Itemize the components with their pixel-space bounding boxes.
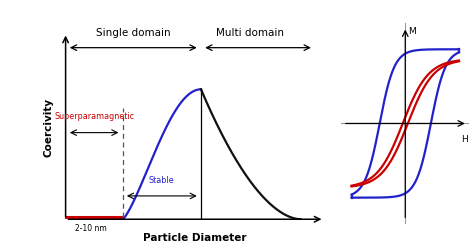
Text: Coercivity: Coercivity (43, 98, 54, 157)
Text: Multi domain: Multi domain (216, 28, 284, 38)
Text: Stable: Stable (148, 176, 174, 185)
Text: Single domain: Single domain (96, 28, 171, 38)
Text: H: H (461, 135, 468, 144)
Text: 2-10 nm: 2-10 nm (75, 224, 107, 233)
Text: Superparamagnetic: Superparamagnetic (55, 112, 135, 121)
Text: M: M (408, 27, 416, 36)
Text: Particle Diameter: Particle Diameter (143, 233, 246, 243)
